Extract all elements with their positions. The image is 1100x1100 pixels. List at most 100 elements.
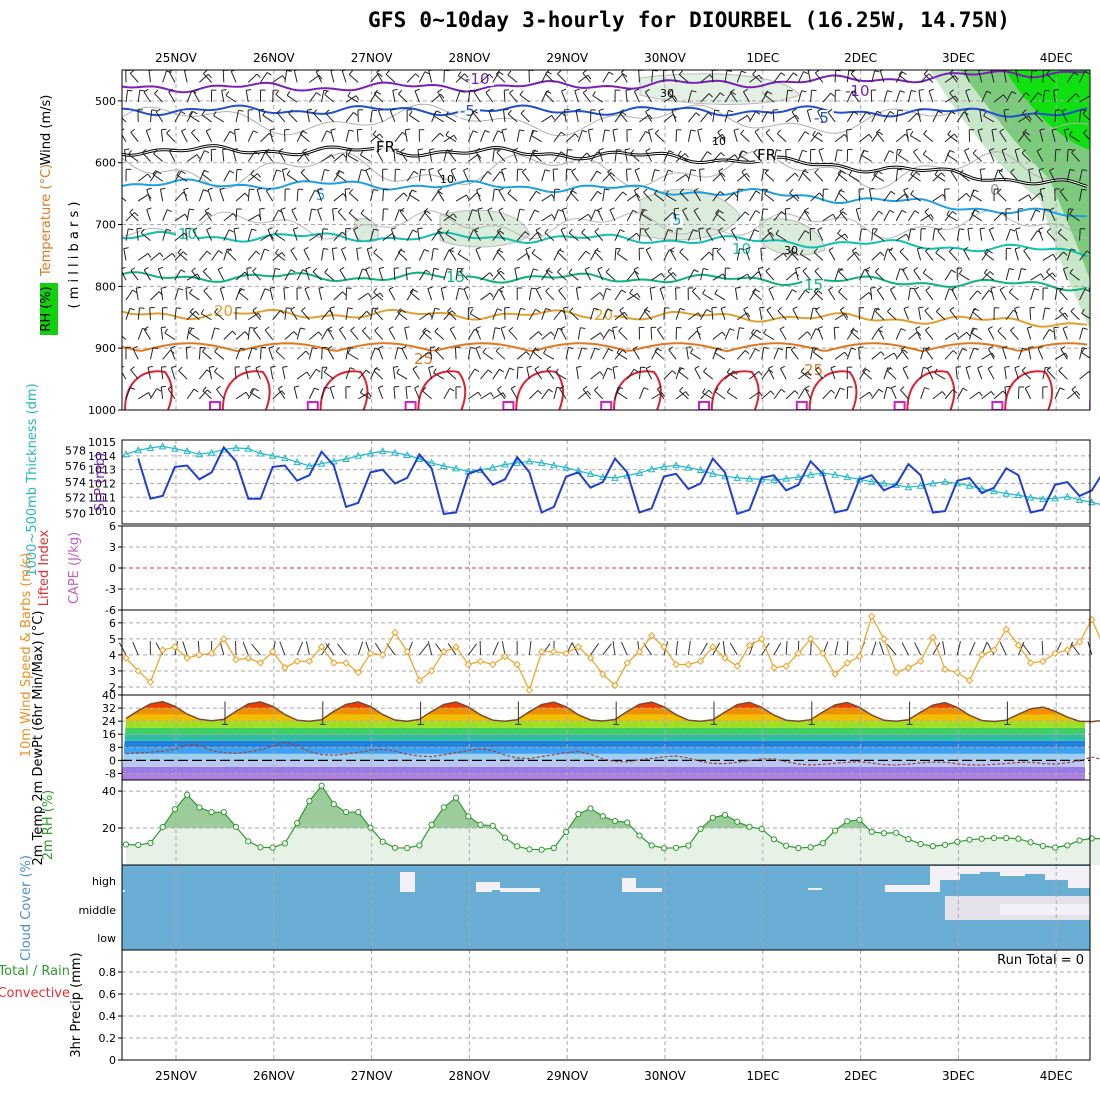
wind-barb-flag [494,188,500,191]
wind-barb [373,93,384,103]
wind-barb-flag [519,129,525,132]
wind-barb-flag [898,70,903,76]
wind-barb [1079,71,1086,83]
wind-barb-flag [146,187,152,191]
wind-barb [665,194,677,202]
wind-barb-flag [302,148,307,153]
wind-barb [137,328,143,340]
rh-tick: 20 [102,822,116,835]
thickness-point [1039,495,1047,503]
wind-barb [814,270,824,281]
wind-barb [663,150,670,162]
rh-point [147,839,154,847]
wind-barb-flag [616,149,622,151]
thickness-point [598,473,607,481]
wind-barb [365,269,371,281]
wind-barb-flag [861,150,865,156]
wind-barb [1036,150,1044,162]
wind-barb-flag [166,209,172,213]
wind-barb-flag [124,148,130,151]
wind-barb-flag [641,209,645,215]
wind-barb [130,369,139,380]
wind-barb-flag [593,307,599,311]
wind-barb-flag [685,391,690,396]
wind-barb-flag [605,268,610,273]
wind-barb [129,72,139,83]
wind-barb [679,390,689,400]
wind-barb [920,347,925,360]
wind-barb-flag [582,129,588,133]
wind-barb [1066,149,1069,162]
wind-barb [1038,229,1044,241]
wind-barb [349,192,359,202]
wind-speed-point [770,664,778,672]
wind-barb-flag [531,248,536,254]
wind-barb-flag [436,110,442,114]
wind-barb [168,91,176,103]
wind-barb [122,133,127,142]
wind-barb-flag [1053,326,1059,329]
wind-barb-flag [514,266,520,269]
wind-barb [448,151,457,162]
wind-barb [724,328,731,340]
wind-barb [507,74,518,83]
wind-barb [1066,93,1077,103]
wind-barb [932,172,942,182]
wind-barb [531,135,542,143]
wind-barb-flag [360,209,365,214]
wind-barb [235,271,246,281]
wind-barb [669,249,677,261]
wind-barb-flag [218,250,223,254]
wind-barb [192,230,200,241]
rh-point [636,832,643,839]
wind-barb-flag [645,148,651,152]
wind-barb [219,288,225,301]
wind-barb [417,228,420,241]
wind-barb [907,210,916,222]
rh-point [660,845,668,852]
thickness-point [708,469,717,477]
wind-barb-flag [900,346,906,351]
slp-tick: 1012 [88,477,116,490]
wind-barb [838,271,848,281]
wind-barb [651,70,654,83]
wind-barb-flag [1022,109,1027,114]
wind-barb [443,134,455,143]
wind-barb-flag [152,347,159,350]
wind-barb [1042,90,1046,103]
wind-speed-point [220,635,228,643]
wind-barb-flag [559,249,565,253]
wind-barb [700,642,708,656]
wind-barb [797,388,806,400]
wind-barb [357,369,367,380]
wind-barb [785,194,797,202]
wind-barb-flag [278,385,283,390]
wind-barb [260,132,270,143]
wind-barb [1069,272,1080,281]
wind-barb-flag [318,74,323,80]
wind-barb-flag [1059,188,1065,192]
wind-barb-flag [180,269,186,273]
wind-barb [492,171,501,182]
thickness-point [537,458,546,466]
wind-speed-point [1026,659,1035,667]
wind-barb [563,109,567,123]
wind-barb-flag [998,168,1004,173]
wind-barb [358,392,369,400]
rh-point [709,814,716,821]
wind-barb-flag [804,385,810,389]
wind-tick: 4 [109,649,116,662]
wind-barb-flag [348,347,354,349]
rh-point [184,791,191,798]
wind-barb-flag [469,89,475,92]
wind-barb-flag [1014,148,1021,151]
isotherm-30 [613,370,662,410]
thickness-point [745,474,754,482]
wind-barb [691,290,701,301]
wind-barb [898,154,909,162]
wind-barb [160,367,164,380]
wind-barb [862,370,873,380]
wind-barb [922,272,934,281]
wind-barb [207,189,213,202]
wind-barb [641,213,652,222]
